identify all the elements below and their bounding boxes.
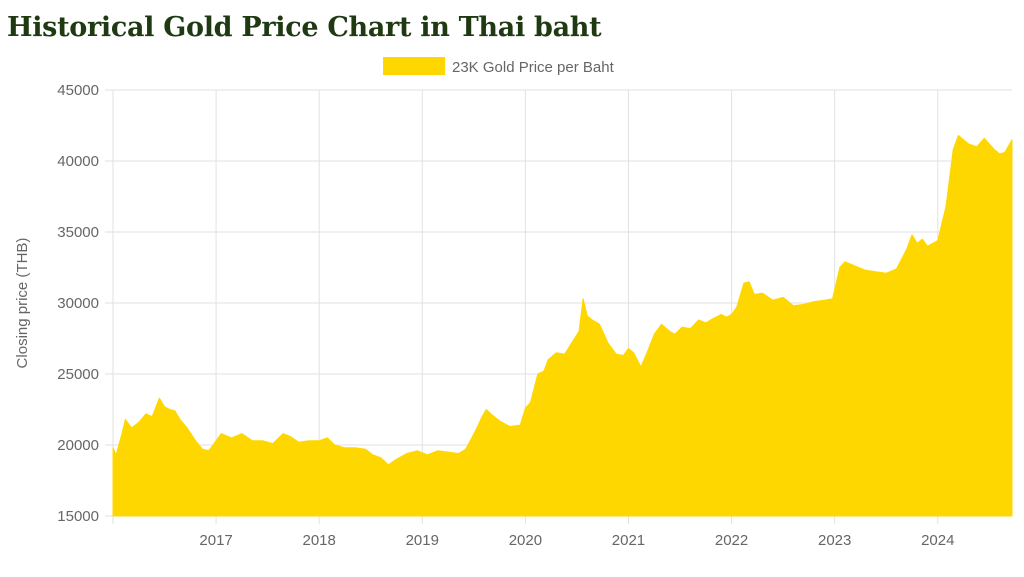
y-tick-label: 30000 — [57, 295, 99, 312]
y-tick-label: 45000 — [57, 82, 99, 99]
legend-swatch[interactable] — [383, 57, 445, 75]
legend-label[interactable]: 23K Gold Price per Baht — [452, 59, 615, 76]
price-area — [112, 134, 1013, 517]
y-tick-label: 40000 — [57, 153, 99, 170]
axes: 15000 20000 25000 30000 35000 40000 45000 2017 2… — [57, 82, 954, 549]
area-series-0[interactable] — [112, 134, 1013, 517]
x-tick-label: 2017 — [199, 532, 232, 549]
x-tick-label: 2019 — [406, 532, 439, 549]
legend: 23K Gold Price per Baht — [383, 57, 615, 76]
y-axis-title: Closing price (THB) — [14, 238, 31, 369]
x-tick-label: 2024 — [921, 532, 954, 549]
y-tick-label: 20000 — [57, 437, 99, 454]
x-tick-label: 2022 — [715, 532, 748, 549]
x-tick-label: 2023 — [818, 532, 851, 549]
y-tick-label: 15000 — [57, 508, 99, 525]
x-tick-label: 2020 — [509, 532, 542, 549]
x-tick-label: 2018 — [303, 532, 336, 549]
y-tick-label: 35000 — [57, 224, 99, 241]
y-tick-label: 25000 — [57, 366, 99, 383]
x-tick-label: 2021 — [612, 532, 645, 549]
page-title: Historical Gold Price Chart in Thai baht — [7, 12, 602, 43]
